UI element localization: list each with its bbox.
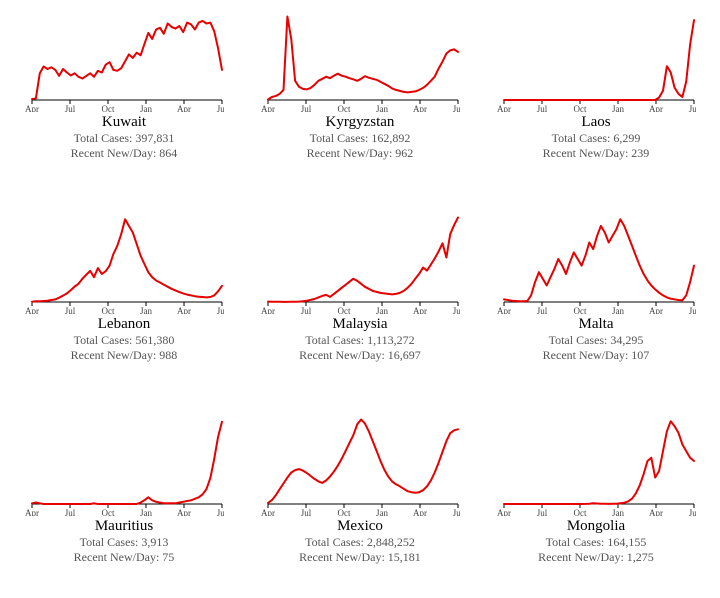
svg-text:Oct: Oct [574, 306, 587, 314]
total-cases-label: Total Cases: 162,892 [310, 131, 411, 146]
recent-new-label: Recent New/Day: 75 [74, 550, 175, 565]
chart-malta: Apr Jul Oct Jan Apr Jul [496, 214, 696, 314]
svg-text:Oct: Oct [574, 508, 587, 516]
svg-text:Jan: Jan [612, 306, 624, 314]
svg-text:Apr: Apr [649, 104, 663, 112]
total-cases-label: Total Cases: 2,848,252 [305, 535, 415, 550]
svg-text:Oct: Oct [338, 306, 351, 314]
recent-new-label: Recent New/Day: 15,181 [299, 550, 421, 565]
country-label: Mexico [337, 518, 383, 535]
recent-new-label: Recent New/Day: 988 [71, 348, 178, 363]
svg-text:Jan: Jan [376, 508, 388, 516]
svg-text:Apr: Apr [413, 104, 427, 112]
recent-new-label: Recent New/Day: 864 [71, 146, 178, 161]
country-label: Malta [579, 316, 614, 333]
svg-text:Jan: Jan [612, 508, 624, 516]
svg-text:Jul: Jul [65, 104, 76, 112]
svg-text:Jan: Jan [612, 104, 624, 112]
svg-text:Apr: Apr [177, 508, 191, 516]
svg-text:Apr: Apr [497, 104, 511, 112]
svg-text:Apr: Apr [261, 306, 275, 314]
total-cases-label: Total Cases: 397,831 [74, 131, 175, 146]
country-label: Kuwait [102, 114, 146, 131]
svg-text:Jul: Jul [537, 104, 548, 112]
country-label: Lebanon [98, 316, 150, 333]
svg-text:Jan: Jan [376, 104, 388, 112]
svg-text:Oct: Oct [102, 306, 115, 314]
panel-laos: Apr Jul Oct Jan Apr Jul LaosTotal Cases: 6,299… [492, 12, 700, 186]
svg-text:Oct: Oct [338, 104, 351, 112]
svg-text:Jul: Jul [65, 306, 76, 314]
svg-text:Apr: Apr [649, 306, 663, 314]
svg-text:Apr: Apr [413, 306, 427, 314]
recent-new-label: Recent New/Day: 107 [543, 348, 650, 363]
total-cases-label: Total Cases: 3,913 [80, 535, 169, 550]
panel-lebanon: Apr Jul Oct Jan Apr Jul LebanonTotal Cases: 56… [20, 214, 228, 388]
total-cases-label: Total Cases: 164,155 [546, 535, 647, 550]
total-cases-label: Total Cases: 34,295 [549, 333, 644, 348]
recent-new-label: Recent New/Day: 239 [543, 146, 650, 161]
total-cases-label: Total Cases: 1,113,272 [305, 333, 414, 348]
svg-text:Oct: Oct [338, 508, 351, 516]
svg-text:Jul: Jul [453, 104, 460, 112]
svg-text:Jul: Jul [689, 508, 696, 516]
svg-text:Apr: Apr [497, 508, 511, 516]
panel-kyrgyzstan: Apr Jul Oct Jan Apr Jul KyrgyzstanTotal Cases:… [256, 12, 464, 186]
panel-mongolia: Apr Jul Oct Jan Apr Jul MongoliaTotal Cases: 1… [492, 416, 700, 590]
svg-text:Apr: Apr [261, 508, 275, 516]
svg-text:Apr: Apr [177, 306, 191, 314]
chart-malaysia: Apr Jul Oct Jan Apr Jul [260, 214, 460, 314]
panel-mauritius: Apr Jul Oct Jan Apr Jul MauritiusTotal Cases: … [20, 416, 228, 590]
svg-text:Jul: Jul [217, 306, 224, 314]
country-label: Mauritius [95, 518, 153, 535]
total-cases-label: Total Cases: 6,299 [552, 131, 641, 146]
country-label: Kyrgyzstan [326, 114, 395, 131]
chart-lebanon: Apr Jul Oct Jan Apr Jul [24, 214, 224, 314]
svg-text:Apr: Apr [413, 508, 427, 516]
svg-text:Jan: Jan [140, 104, 152, 112]
svg-text:Apr: Apr [25, 508, 39, 516]
svg-text:Jul: Jul [301, 508, 312, 516]
svg-text:Jul: Jul [689, 104, 696, 112]
chart-mauritius: Apr Jul Oct Jan Apr Jul [24, 416, 224, 516]
svg-text:Apr: Apr [497, 306, 511, 314]
chart-laos: Apr Jul Oct Jan Apr Jul [496, 12, 696, 112]
svg-text:Apr: Apr [25, 104, 39, 112]
chart-kuwait: Apr Jul Oct Jan Apr Jul [24, 12, 224, 112]
svg-text:Jul: Jul [689, 306, 696, 314]
country-label: Laos [581, 114, 610, 131]
svg-text:Oct: Oct [574, 104, 587, 112]
svg-text:Jan: Jan [376, 306, 388, 314]
total-cases-label: Total Cases: 561,380 [74, 333, 175, 348]
svg-text:Apr: Apr [649, 508, 663, 516]
svg-text:Oct: Oct [102, 508, 115, 516]
svg-text:Oct: Oct [102, 104, 115, 112]
panel-malta: Apr Jul Oct Jan Apr Jul MaltaTotal Cases: 34,2… [492, 214, 700, 388]
chart-kyrgyzstan: Apr Jul Oct Jan Apr Jul [260, 12, 460, 112]
chart-mongolia: Apr Jul Oct Jan Apr Jul [496, 416, 696, 516]
recent-new-label: Recent New/Day: 1,275 [538, 550, 654, 565]
svg-text:Jan: Jan [140, 306, 152, 314]
svg-text:Jul: Jul [301, 306, 312, 314]
svg-text:Jul: Jul [453, 508, 460, 516]
svg-text:Jan: Jan [140, 508, 152, 516]
chart-mexico: Apr Jul Oct Jan Apr Jul [260, 416, 460, 516]
svg-text:Jul: Jul [217, 508, 224, 516]
panel-mexico: Apr Jul Oct Jan Apr Jul MexicoTotal Cases: 2,8… [256, 416, 464, 590]
svg-text:Jul: Jul [217, 104, 224, 112]
svg-text:Apr: Apr [25, 306, 39, 314]
svg-text:Apr: Apr [261, 104, 275, 112]
recent-new-label: Recent New/Day: 962 [307, 146, 414, 161]
svg-text:Jul: Jul [65, 508, 76, 516]
panel-malaysia: Apr Jul Oct Jan Apr Jul MalaysiaTotal Cases: 1… [256, 214, 464, 388]
svg-text:Apr: Apr [177, 104, 191, 112]
svg-text:Jul: Jul [537, 306, 548, 314]
recent-new-label: Recent New/Day: 16,697 [299, 348, 421, 363]
country-label: Mongolia [567, 518, 625, 535]
panel-kuwait: Apr Jul Oct Jan Apr Jul KuwaitTotal Cases: 397… [20, 12, 228, 186]
country-label: Malaysia [333, 316, 388, 333]
svg-text:Jul: Jul [301, 104, 312, 112]
svg-text:Jul: Jul [453, 306, 460, 314]
svg-text:Jul: Jul [537, 508, 548, 516]
